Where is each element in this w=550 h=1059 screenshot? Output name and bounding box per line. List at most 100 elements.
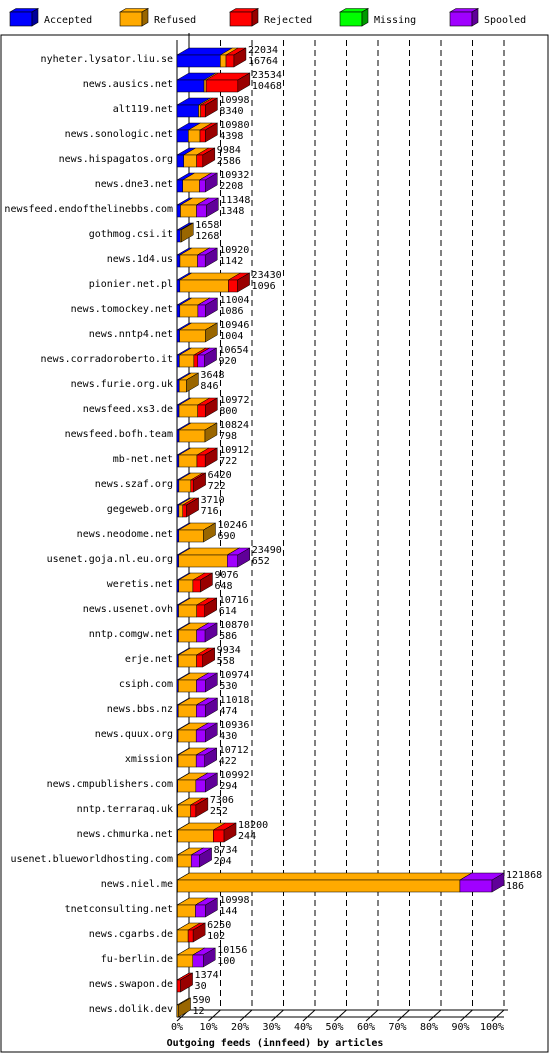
bar-segment (180, 205, 196, 217)
total-label: 3648 (200, 370, 224, 381)
x-tick-label: 60% (357, 1022, 375, 1033)
accepted-label: 530 (219, 681, 237, 692)
bar-segment (177, 380, 179, 392)
y-tick-label: news.1d4.us (107, 254, 173, 265)
bar-segment (177, 405, 179, 417)
bar-segment (220, 55, 226, 67)
legend-swatch (120, 12, 142, 26)
accepted-label: 294 (219, 781, 237, 792)
accepted-label: 422 (219, 756, 237, 767)
x-tick-label: 100% (480, 1022, 504, 1033)
bar-segment (183, 505, 187, 517)
legend-swatch (450, 12, 472, 26)
bar-segment (197, 605, 205, 617)
accepted-label: 1348 (220, 206, 244, 217)
y-tick-label: nyheter.lysator.liu.se (41, 54, 173, 65)
bar-segment (196, 705, 205, 717)
accepted-label: 8340 (219, 106, 243, 117)
legend-label: Missing (374, 15, 416, 26)
bar-segment (197, 455, 205, 467)
accepted-label: 648 (214, 581, 232, 592)
accepted-label: 1004 (219, 331, 243, 342)
x-tick-label: 80% (420, 1022, 438, 1033)
y-tick-label: alt119.net (113, 104, 173, 115)
total-label: 8734 (214, 845, 238, 856)
bar-segment (179, 380, 186, 392)
accepted-label: 30 (195, 981, 207, 992)
total-label: 7306 (210, 795, 234, 806)
accepted-label: 2208 (219, 181, 243, 192)
y-tick-label: news.tomockey.net (71, 304, 173, 315)
total-label: 6250 (207, 920, 231, 931)
bar-segment (179, 605, 197, 617)
accepted-label: 2586 (217, 156, 241, 167)
legend-label: Spooled (484, 15, 526, 26)
bar-segment (213, 830, 224, 842)
y-tick-label: news.quux.org (95, 729, 173, 740)
legend-label: Rejected (264, 15, 312, 26)
total-label: 23534 (252, 70, 282, 81)
y-tick-label: pionier.net.pl (89, 279, 173, 290)
total-label: 1374 (195, 970, 219, 981)
bar-segment (180, 305, 198, 317)
bar-segment (188, 930, 193, 942)
bar-segment (177, 105, 199, 117)
total-label: 3710 (201, 495, 225, 506)
legend-label: Refused (154, 15, 196, 26)
bar-segment (191, 855, 199, 867)
bar-segment (177, 955, 193, 967)
bar-segment (179, 480, 191, 492)
x-tick (429, 1010, 441, 1021)
bar-segment (201, 105, 206, 117)
bar-segment (179, 405, 198, 417)
accepted-label: 1086 (219, 306, 243, 317)
total-label: 10654 (219, 345, 249, 356)
total-label: 18200 (238, 820, 268, 831)
bar-segment (177, 505, 179, 517)
y-tick-label: news.swapon.de (89, 979, 173, 990)
bar-segment (177, 280, 180, 292)
accepted-label: 16764 (248, 56, 278, 67)
bar-segment (177, 155, 184, 167)
y-tick-label: news.dolik.dev (89, 1004, 173, 1015)
bar-segment (206, 80, 238, 92)
total-label: 10870 (219, 620, 249, 631)
bar-segment (178, 680, 196, 692)
x-tick (335, 1010, 347, 1021)
legend-swatch (340, 12, 362, 26)
accepted-label: 100 (217, 956, 235, 967)
x-tick (209, 1010, 221, 1021)
y-tick-label: newsfeed.bofh.team (65, 429, 173, 440)
bar-segment (177, 555, 179, 567)
y-tick-label: nntp.comgw.net (89, 629, 173, 640)
total-label: 10932 (219, 170, 249, 181)
x-tick (492, 1010, 504, 1021)
bar-segment (179, 505, 183, 517)
bar-segment (177, 880, 459, 892)
total-label: 590 (193, 995, 211, 1006)
bar-segment (196, 730, 205, 742)
bar-segment (177, 180, 183, 192)
bar-segment (193, 580, 201, 592)
accepted-label: 430 (219, 731, 237, 742)
y-tick-label: fu-berlin.de (101, 954, 173, 965)
bar-segment (178, 830, 214, 842)
accepted-label: 846 (200, 381, 218, 392)
y-tick-label: news.cgarbs.de (89, 929, 173, 940)
accepted-label: 690 (217, 531, 235, 542)
bar-segment (200, 180, 206, 192)
x-tick (366, 1010, 378, 1021)
bar-segment (177, 580, 179, 592)
bar-segment (177, 130, 188, 142)
bar-segment (198, 405, 206, 417)
y-tick-label: news.ausics.net (83, 79, 173, 90)
bar-segment (191, 805, 196, 817)
accepted-label: 800 (219, 406, 237, 417)
bar-segment (178, 705, 196, 717)
bar-segment (179, 455, 197, 467)
bar-segment (178, 755, 196, 767)
total-label: 10920 (219, 245, 249, 256)
total-label: 11004 (219, 295, 249, 306)
bar-segment (179, 630, 197, 642)
total-label: 9934 (217, 645, 241, 656)
